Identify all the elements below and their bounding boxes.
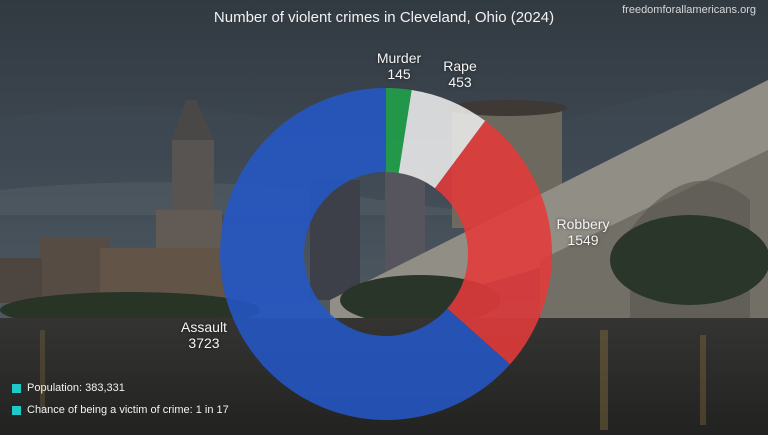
slice-label-assault-value: 3723 xyxy=(188,335,220,351)
legend-item-victim-chance: Chance of being a victim of crime: 1 in … xyxy=(12,404,229,416)
slice-murder xyxy=(386,88,412,173)
slice-label-murder-value: 145 xyxy=(387,66,411,82)
donut-slices xyxy=(220,87,552,420)
slice-label-assault-name: Assault xyxy=(181,319,227,335)
slice-label-rape-name: Rape xyxy=(443,58,477,74)
slice-label-assault: Assault 3723 xyxy=(172,319,236,351)
slice-label-robbery-name: Robbery xyxy=(556,216,610,232)
legend-item-population: Population: 383,331 xyxy=(12,382,125,394)
slice-label-robbery: Robbery 1549 xyxy=(550,216,616,248)
slice-rape xyxy=(398,89,486,189)
slice-robbery xyxy=(434,120,552,365)
legend-victim-chance-text: Chance of being a victim of crime: 1 in … xyxy=(27,404,229,416)
slice-assault xyxy=(220,87,510,420)
slice-label-rape-value: 453 xyxy=(448,74,472,90)
slice-label-robbery-value: 1549 xyxy=(567,232,599,248)
slice-label-murder: Murder 145 xyxy=(368,50,430,82)
slice-label-rape: Rape 453 xyxy=(432,58,488,90)
site-watermark: freedomforallamericans.org xyxy=(622,4,756,16)
chart-title: Number of violent crimes in Cleveland, O… xyxy=(213,9,555,26)
legend-population-text: Population: 383,331 xyxy=(27,382,125,394)
legend-swatch xyxy=(12,383,21,393)
slice-label-murder-name: Murder xyxy=(376,50,422,66)
legend-swatch xyxy=(12,405,21,415)
